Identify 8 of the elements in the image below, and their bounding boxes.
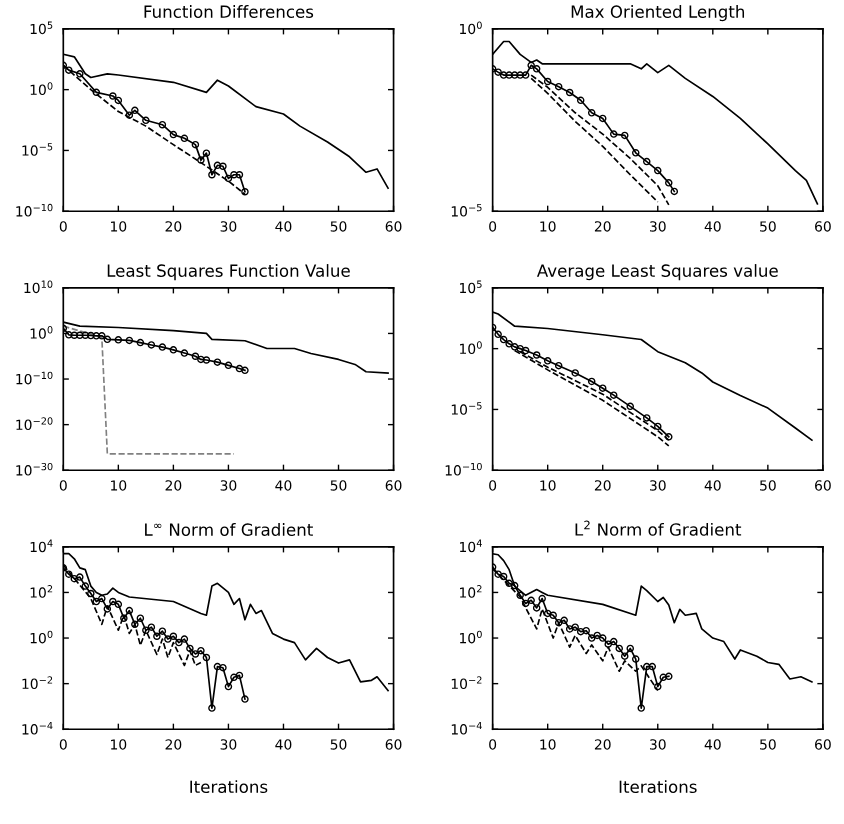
chart-title: L$^{2}$ Norm of Gradient bbox=[575, 520, 742, 536]
x-axis-title: Iterations bbox=[619, 780, 697, 794]
chart-title: Average Least Squares value bbox=[536, 264, 778, 281]
chart-title: Max Oriented Length bbox=[571, 5, 745, 22]
chart-title: L$^{∞}$ Norm of Gradient bbox=[145, 523, 313, 536]
chart-title: Function Differences bbox=[144, 5, 314, 18]
x-axis-title: Iterations bbox=[190, 780, 268, 794]
chart-title: Least Squares Function Value bbox=[107, 264, 350, 281]
